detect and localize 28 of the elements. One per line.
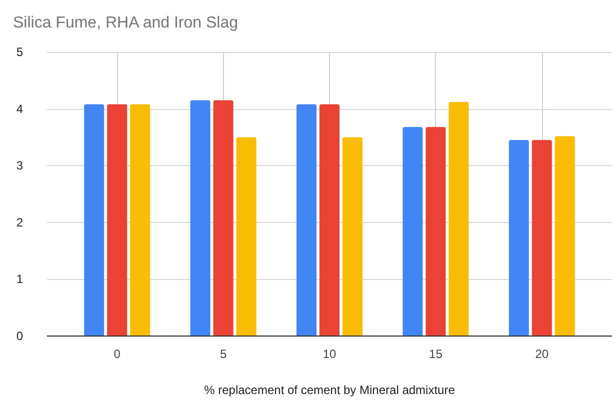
- x-tick-label: 15: [429, 347, 443, 361]
- bar: [532, 140, 552, 336]
- bar: [342, 137, 362, 336]
- bar: [130, 104, 150, 336]
- y-tick-label: 1: [16, 272, 24, 286]
- bar: [402, 126, 423, 336]
- bar: [236, 137, 256, 336]
- bar: [448, 102, 469, 336]
- x-tick-label: 5: [220, 347, 227, 361]
- bar: [508, 140, 529, 336]
- bar: [554, 136, 575, 336]
- x-tick-label: 0: [114, 347, 121, 361]
- bar: [213, 100, 234, 336]
- bar: [320, 104, 340, 336]
- y-tick-label: 5: [16, 45, 24, 59]
- x-tick-label: 10: [322, 347, 336, 361]
- y-tick-label: 0: [16, 329, 24, 343]
- bar: [84, 104, 104, 336]
- bar: [107, 104, 128, 336]
- y-tick-label: 2: [16, 215, 24, 230]
- chart-title: Silica Fume, RHA and Iron Slag: [13, 14, 238, 32]
- y-tick-label: 3: [16, 158, 24, 173]
- x-tick-label: 20: [535, 347, 549, 361]
- bar: [190, 100, 210, 336]
- bar: [426, 126, 446, 336]
- y-tick-label: 4: [16, 102, 24, 116]
- x-axis-title: % replacement of cement by Mineral admixture: [204, 383, 456, 397]
- bar: [296, 104, 316, 336]
